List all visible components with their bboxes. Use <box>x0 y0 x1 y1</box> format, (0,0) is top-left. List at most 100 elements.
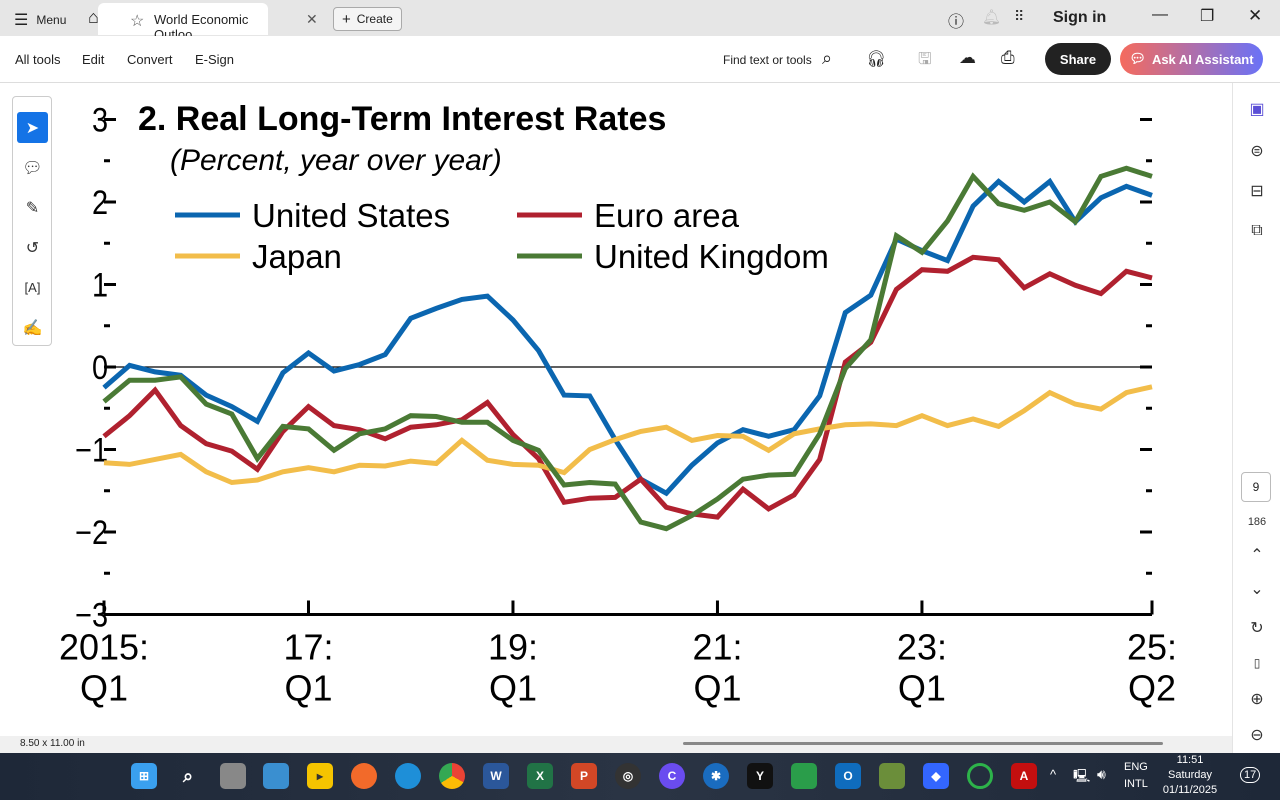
circle-app-icon[interactable] <box>967 763 993 789</box>
y-tick-label: 2 <box>92 183 108 222</box>
volume-icon[interactable]: 🔊︎ <box>1097 766 1106 782</box>
clock[interactable]: 11:51 Saturday 01/11/2025 <box>1158 753 1222 798</box>
draw-freehand-icon[interactable]: ↺ <box>25 239 40 257</box>
y-tick-right <box>1146 241 1152 245</box>
select-cursor-icon[interactable]: ➤ <box>17 112 48 143</box>
x-tick-label-year: 17: <box>283 627 333 668</box>
convert-menu[interactable]: Convert <box>127 52 173 67</box>
powerpoint-icon[interactable]: P <box>571 763 597 789</box>
horizontal-scrollbar[interactable] <box>683 742 1163 745</box>
y-tick-left <box>104 159 110 163</box>
actual-size-icon[interactable]: ▯ <box>1253 656 1261 670</box>
pages-icon[interactable]: ⧉ <box>1251 222 1263 239</box>
notification-badge[interactable]: 17 <box>1240 767 1261 783</box>
highlight-pen-icon[interactable]: ✎ <box>25 199 40 217</box>
canva-icon[interactable]: C <box>659 763 685 789</box>
page-number-input[interactable]: 9 <box>1241 472 1271 502</box>
chat-app-icon[interactable] <box>791 763 817 789</box>
tool-palette: ➤ 💬︎ ✎ ↺ [A] ✍ <box>12 96 52 346</box>
menu-button[interactable]: ☰ Menu <box>14 10 66 30</box>
y-tick-right <box>1140 530 1152 534</box>
player-app-icon[interactable]: ▶ <box>307 763 333 789</box>
chevron-up-icon[interactable]: ⌃ <box>1250 547 1264 564</box>
excel-icon[interactable]: X <box>527 763 553 789</box>
chrome-icon[interactable] <box>439 763 465 789</box>
task-view-icon[interactable] <box>220 763 246 789</box>
zoom-out-icon[interactable]: ⊖ <box>1250 727 1264 744</box>
document-tab[interactable]: ☆ World Economic Outloo... ✕ <box>98 3 318 42</box>
chevron-down-icon[interactable]: ⌄ <box>1250 581 1264 598</box>
x-tick <box>102 600 106 615</box>
edit-menu[interactable]: Edit <box>82 52 105 67</box>
text-box-icon[interactable]: [A] <box>24 280 41 295</box>
y-tick-label: 1 <box>92 265 108 304</box>
search-icon[interactable]: ⌕ <box>182 765 194 786</box>
y-tick-right <box>1140 365 1152 369</box>
y-tick-left <box>104 489 110 493</box>
esign-menu[interactable]: E-Sign <box>195 52 235 67</box>
show-hidden-icons-chevron[interactable]: ^ <box>1050 767 1057 782</box>
close-window-icon[interactable]: ✕ <box>1248 6 1263 25</box>
ai-summary-icon[interactable]: ▣ <box>1249 101 1265 118</box>
legend-label-euro: Euro area <box>594 197 740 234</box>
comment-icon[interactable]: 💬︎ <box>22 159 43 177</box>
restore-icon[interactable]: ❐ <box>1200 8 1215 25</box>
zoom-in-icon[interactable]: ⊕ <box>1250 691 1264 708</box>
word-icon[interactable]: W <box>483 763 509 789</box>
search-icon[interactable]: ⌕ <box>822 48 833 68</box>
menu-label: Menu <box>36 13 67 27</box>
legend-swatch-uk <box>517 253 582 259</box>
x-tick-label-quarter: Q1 <box>489 668 537 709</box>
print-icon[interactable]: ⎙ <box>1001 48 1015 67</box>
edge-icon[interactable] <box>395 763 421 789</box>
minecraft-icon[interactable] <box>879 763 905 789</box>
rotate-icon[interactable]: ↻ <box>1250 620 1264 637</box>
create-button[interactable]: + Create <box>333 7 402 31</box>
obs-icon[interactable]: ◎ <box>615 763 641 789</box>
star-icon[interactable]: ☆ <box>130 13 145 30</box>
x-tick-label-year: 25: <box>1127 627 1177 668</box>
network-icon[interactable]: 🖳 <box>1073 768 1091 783</box>
share-button[interactable]: Share <box>1045 43 1111 75</box>
widgets-icon[interactable] <box>263 763 289 789</box>
firefox-icon[interactable] <box>351 763 377 789</box>
comments-icon[interactable]: ⊜ <box>1250 143 1264 160</box>
outlook-icon[interactable]: O <box>835 763 861 789</box>
sign-icon[interactable]: ✍ <box>22 319 43 337</box>
x-tick-label-quarter: Q1 <box>80 668 128 709</box>
ask-ai-assistant-button[interactable]: 💬︎ Ask AI Assistant <box>1120 43 1263 75</box>
save-icon[interactable]: 🖫 <box>918 51 932 68</box>
terminal-app-icon[interactable]: Y <box>747 763 773 789</box>
language-code[interactable]: ENG <box>1124 761 1148 773</box>
find-text-field[interactable]: Find text or tools <box>723 53 812 67</box>
x-tick <box>715 600 719 615</box>
clock-time: 11:51 <box>1176 754 1204 766</box>
keyboard-layout[interactable]: INTL <box>1124 778 1148 790</box>
all-tools-menu[interactable]: All tools <box>15 52 61 67</box>
sign-in-button[interactable]: Sign in <box>1053 9 1107 26</box>
legend-swatch-us <box>175 212 240 218</box>
apps-grid-icon[interactable]: ⠿ <box>1014 8 1025 24</box>
clock-day: Saturday <box>1167 769 1213 781</box>
windows-start-icon[interactable]: ⊞ <box>131 763 157 789</box>
chart-title: 2. Real Long-Term Interest Rates <box>138 100 666 138</box>
headphones-icon[interactable]: 🎧︎ <box>866 51 887 68</box>
minimize-icon[interactable]: — <box>1152 6 1168 23</box>
help-icon[interactable]: ⓘ <box>948 14 965 31</box>
series-line-euro <box>102 254 1153 520</box>
chart-subtitle: (Percent, year over year) <box>170 144 502 177</box>
roblox-icon[interactable]: ◆ <box>923 763 949 789</box>
legend-swatch-japan <box>175 253 240 259</box>
bookmarks-icon[interactable]: ⊟ <box>1250 183 1264 200</box>
upload-cloud-icon[interactable]: ☁ <box>959 48 976 67</box>
audio-app-icon[interactable]: ✱ <box>703 763 729 789</box>
home-icon[interactable]: ⌂ <box>88 7 99 27</box>
close-tab-icon[interactable]: ✕ <box>306 11 318 27</box>
bell-icon[interactable]: 🔔︎ <box>982 9 1002 26</box>
legend-label-uk: United Kingdom <box>594 238 829 275</box>
y-tick-right <box>1146 489 1152 493</box>
create-label: Create <box>356 12 393 26</box>
ai-label: Ask AI Assistant <box>1151 51 1254 67</box>
series-line-us <box>102 177 1153 497</box>
acrobat-icon[interactable]: A <box>1011 763 1037 789</box>
